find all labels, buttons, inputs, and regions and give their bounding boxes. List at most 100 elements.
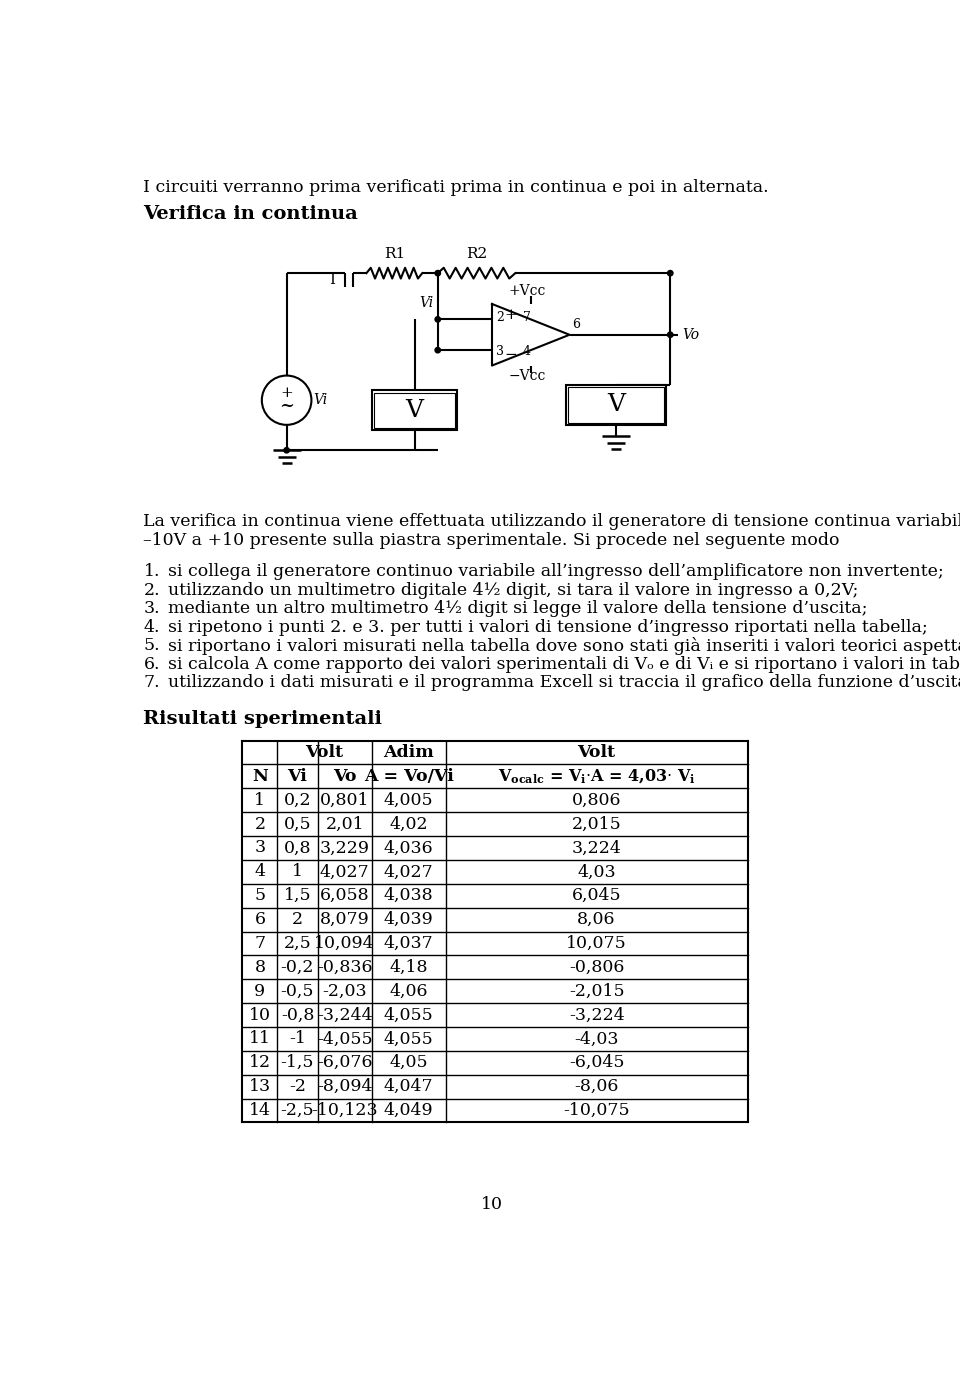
Text: Vi: Vi [420, 296, 434, 310]
Text: 0,5: 0,5 [283, 816, 311, 832]
Text: Vo: Vo [333, 768, 356, 785]
Bar [374, 393, 455, 429]
Text: -2,03: -2,03 [323, 983, 367, 999]
Text: 6.: 6. [144, 656, 160, 672]
Circle shape [284, 448, 289, 453]
Text: 12: 12 [249, 1054, 271, 1071]
Text: 10,094: 10,094 [315, 934, 375, 952]
Text: 4,027: 4,027 [320, 864, 370, 881]
Text: si collega il generatore continuo variabile all’ingresso dell’amplificatore non : si collega il generatore continuo variab… [168, 564, 944, 580]
Text: 4: 4 [523, 346, 531, 358]
Text: 4,05: 4,05 [390, 1054, 428, 1071]
Text: -6,045: -6,045 [569, 1054, 624, 1071]
Text: 1: 1 [254, 792, 265, 809]
Text: -1,5: -1,5 [280, 1054, 314, 1071]
Text: 7.: 7. [144, 674, 160, 692]
Text: +Vcc: +Vcc [508, 284, 545, 298]
Circle shape [435, 317, 441, 322]
Text: 2.: 2. [144, 582, 160, 599]
Text: 0,2: 0,2 [283, 792, 311, 809]
Text: 0,801: 0,801 [320, 792, 370, 809]
Text: 8: 8 [254, 959, 265, 976]
Text: Vi: Vi [314, 393, 328, 408]
Text: 5.: 5. [144, 638, 160, 655]
Text: Volt: Volt [578, 744, 615, 761]
Text: 4,005: 4,005 [384, 792, 434, 809]
Text: 3: 3 [496, 346, 504, 358]
Text: I circuiti verranno prima verificati prima in continua e poi in alternata.: I circuiti verranno prima verificati pri… [143, 179, 769, 196]
Text: 4,036: 4,036 [384, 839, 434, 857]
Text: 4,038: 4,038 [384, 887, 434, 904]
Text: 0,806: 0,806 [572, 792, 621, 809]
Text: 6: 6 [572, 318, 580, 331]
Text: 4,039: 4,039 [384, 911, 434, 927]
Text: 2: 2 [496, 311, 504, 324]
Text: -1: -1 [289, 1031, 306, 1047]
Text: -0,836: -0,836 [317, 959, 372, 976]
Text: 3: 3 [254, 839, 266, 857]
Text: R2: R2 [466, 247, 487, 260]
Text: +: + [504, 307, 517, 321]
Text: ~: ~ [279, 397, 294, 415]
Text: -2,5: -2,5 [280, 1102, 314, 1119]
Text: 6,058: 6,058 [320, 887, 370, 904]
Text: 7: 7 [523, 311, 531, 324]
Text: 3.: 3. [144, 601, 160, 617]
Text: utilizzando i dati misurati e il programma Excell si traccia il grafico della fu: utilizzando i dati misurati e il program… [168, 674, 960, 692]
Text: si calcola A come rapporto dei valori sperimentali di Vₒ e di Vᵢ e si riportano : si calcola A come rapporto dei valori sp… [168, 656, 960, 672]
Text: V$_{\mathregular{ocalc}}$ = V$_{\mathregular{i}}$$\cdot$A = 4,03$\cdot$ V$_{\mat: V$_{\mathregular{ocalc}}$ = V$_{\mathreg… [497, 768, 696, 785]
Text: 1.: 1. [144, 564, 160, 580]
Text: 10: 10 [481, 1196, 503, 1214]
Text: mediante un altro multimetro 4½ digit si legge il valore della tensione d’uscita: mediante un altro multimetro 4½ digit si… [168, 601, 868, 617]
Text: Risultati sperimentali: Risultati sperimentali [143, 710, 382, 728]
Bar [372, 390, 457, 430]
Text: -10,075: -10,075 [564, 1102, 630, 1119]
Text: -0,8: -0,8 [280, 1006, 314, 1024]
Text: -2,015: -2,015 [569, 983, 624, 999]
Text: 1: 1 [292, 864, 303, 881]
Text: 13: 13 [249, 1078, 271, 1096]
Text: V: V [607, 393, 625, 416]
Circle shape [435, 347, 441, 353]
Text: -3,244: -3,244 [317, 1006, 372, 1024]
Text: 5: 5 [254, 887, 266, 904]
Text: 11: 11 [249, 1031, 271, 1047]
Text: 10,075: 10,075 [566, 934, 627, 952]
Text: Vo: Vo [682, 328, 699, 342]
Text: 4,03: 4,03 [577, 864, 616, 881]
Text: Adim: Adim [383, 744, 434, 761]
Text: 3,229: 3,229 [320, 839, 370, 857]
Circle shape [435, 270, 441, 276]
Text: 2: 2 [292, 911, 303, 927]
Text: -4,03: -4,03 [574, 1031, 619, 1047]
Text: Vi: Vi [288, 768, 307, 785]
Text: 4,049: 4,049 [384, 1102, 434, 1119]
Text: 4,02: 4,02 [390, 816, 428, 832]
Text: 3,224: 3,224 [572, 839, 621, 857]
Text: V: V [405, 398, 423, 422]
Text: A = Vo/Vi: A = Vo/Vi [364, 768, 454, 785]
Text: -2: -2 [289, 1078, 306, 1096]
Text: 4,055: 4,055 [384, 1006, 434, 1024]
Text: si ripetono i punti 2. e 3. per tutti i valori di tensione d’ingresso riportati : si ripetono i punti 2. e 3. per tutti i … [168, 619, 927, 635]
Text: si riportano i valori misurati nella tabella dove sono stati già inseriti i valo: si riportano i valori misurati nella tab… [168, 638, 960, 656]
Text: +: + [280, 386, 293, 400]
Text: 4,06: 4,06 [390, 983, 428, 999]
Text: 2,01: 2,01 [325, 816, 364, 832]
Bar [565, 384, 666, 424]
Text: 0,8: 0,8 [284, 839, 311, 857]
Text: 4,18: 4,18 [390, 959, 428, 976]
Text: 8,06: 8,06 [577, 911, 616, 927]
Text: -4,055: -4,055 [317, 1031, 372, 1047]
Text: -6,076: -6,076 [317, 1054, 372, 1071]
Text: 2: 2 [254, 816, 266, 832]
Text: 8,079: 8,079 [320, 911, 370, 927]
Text: 4,037: 4,037 [384, 934, 434, 952]
Text: 14: 14 [249, 1102, 271, 1119]
Text: La verifica in continua viene effettuata utilizzando il generatore di tensione c: La verifica in continua viene effettuata… [143, 514, 960, 531]
Text: -8,06: -8,06 [574, 1078, 619, 1096]
Text: R1: R1 [384, 247, 405, 260]
Text: 9: 9 [254, 983, 266, 999]
Text: 6: 6 [254, 911, 265, 927]
Circle shape [667, 332, 673, 338]
